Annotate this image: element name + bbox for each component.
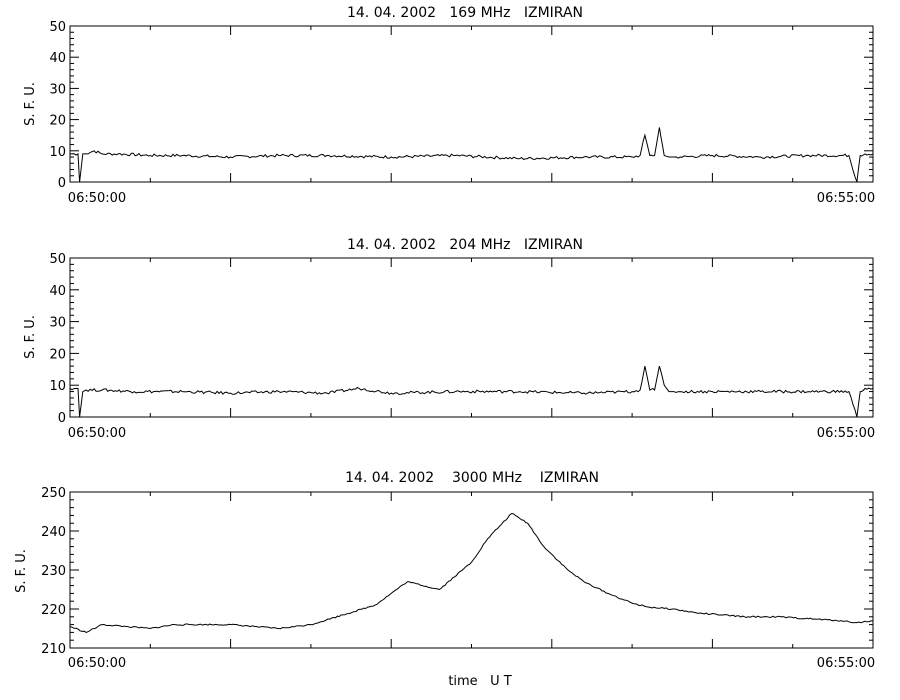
x-tick-label-start: 06:50:00 bbox=[68, 191, 126, 206]
y-tick-label: 0 bbox=[58, 176, 66, 191]
x-tick-label-end: 06:55:00 bbox=[817, 656, 875, 671]
y-tick-label: 250 bbox=[41, 486, 66, 501]
y-tick-label: 20 bbox=[49, 114, 66, 129]
y-tick-label: 30 bbox=[49, 82, 66, 97]
y-axis-label: S. F. U. bbox=[23, 82, 38, 126]
chart-title: 14. 04. 2002 3000 MHz IZMIRAN bbox=[345, 470, 599, 486]
y-tick-label: 0 bbox=[58, 411, 66, 426]
y-tick-label: 230 bbox=[41, 564, 66, 579]
y-tick-label: 210 bbox=[41, 642, 66, 657]
flux-series-line bbox=[69, 512, 874, 633]
plot-frame bbox=[69, 257, 874, 418]
y-tick-label: 10 bbox=[49, 145, 66, 160]
chart-panel-3000mhz: 14. 04. 2002 3000 MHz IZMIRAN S. F. U. 0… bbox=[14, 470, 875, 689]
y-tick-label: 50 bbox=[49, 252, 66, 267]
y-tick-label: 20 bbox=[49, 347, 66, 362]
x-tick-label-start: 06:50:00 bbox=[68, 426, 126, 441]
y-axis-label: S. F. U. bbox=[23, 315, 38, 359]
y-tick-label: 40 bbox=[49, 284, 66, 299]
x-axis-label: time U T bbox=[448, 674, 511, 689]
chart-title: 14. 04. 2002 169 MHz IZMIRAN bbox=[347, 5, 583, 21]
y-tick-label: 10 bbox=[49, 379, 66, 394]
plot-area: 0 10 20 30 40 50 bbox=[49, 252, 874, 426]
y-tick-label: 30 bbox=[49, 316, 66, 331]
plot-area: 0 10 20 30 40 50 bbox=[49, 20, 874, 191]
chart-panel-169mhz: 14. 04. 2002 169 MHz IZMIRAN S. F. U. 06… bbox=[23, 5, 875, 206]
y-tick-label: 240 bbox=[41, 525, 66, 540]
y-tick-label: 50 bbox=[49, 20, 66, 35]
flux-series-line bbox=[70, 127, 874, 183]
plot-frame bbox=[69, 25, 874, 183]
x-tick-label-end: 06:55:00 bbox=[817, 426, 875, 441]
y-tick-label: 220 bbox=[41, 603, 66, 618]
y-axis-label: S. F. U. bbox=[14, 549, 29, 593]
chart-panel-204mhz: 14. 04. 2002 204 MHz IZMIRAN S. F. U. 06… bbox=[23, 237, 875, 441]
y-tick-label: 40 bbox=[49, 51, 66, 66]
chart-title: 14. 04. 2002 204 MHz IZMIRAN bbox=[347, 237, 583, 253]
flux-series-line bbox=[69, 365, 874, 418]
x-tick-label-start: 06:50:00 bbox=[68, 656, 126, 671]
plot-area: 210 220 230 240 250 bbox=[41, 486, 874, 657]
x-tick-label-end: 06:55:00 bbox=[817, 191, 875, 206]
